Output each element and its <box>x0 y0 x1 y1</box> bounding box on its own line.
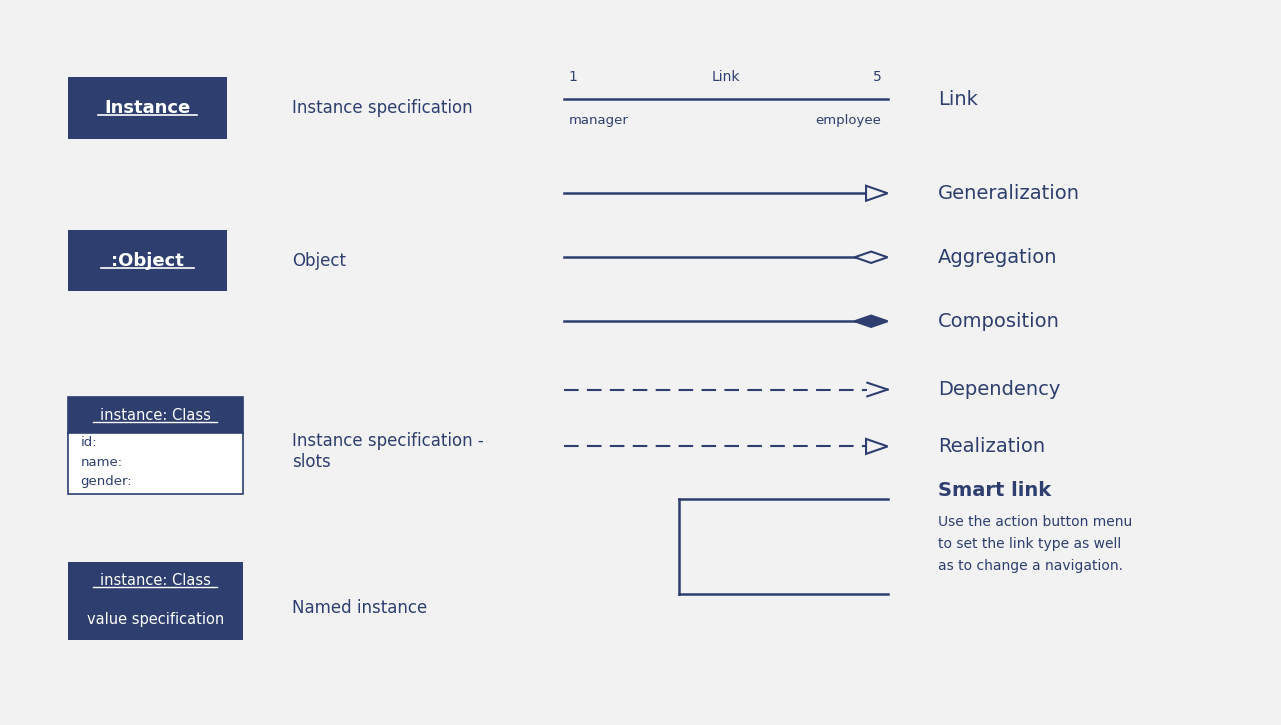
Text: 5: 5 <box>872 70 881 84</box>
FancyBboxPatch shape <box>68 562 242 599</box>
FancyBboxPatch shape <box>68 433 242 494</box>
Text: Generalization: Generalization <box>938 183 1080 203</box>
Text: Link: Link <box>938 90 979 109</box>
Text: Instance specification: Instance specification <box>292 99 473 117</box>
Text: :Object: :Object <box>111 252 184 270</box>
Polygon shape <box>854 252 888 263</box>
Text: Named instance: Named instance <box>292 599 428 617</box>
Polygon shape <box>866 186 888 201</box>
Text: instance: Class: instance: Class <box>100 407 210 423</box>
Text: Dependency: Dependency <box>938 380 1061 399</box>
Text: Aggregation: Aggregation <box>938 248 1058 267</box>
FancyBboxPatch shape <box>68 230 228 291</box>
FancyBboxPatch shape <box>68 599 242 640</box>
FancyBboxPatch shape <box>68 397 242 434</box>
FancyBboxPatch shape <box>68 77 228 138</box>
Text: instance: Class: instance: Class <box>100 573 210 587</box>
Text: gender:: gender: <box>81 476 132 489</box>
Text: Composition: Composition <box>938 312 1061 331</box>
Text: slots: slots <box>292 453 330 471</box>
Polygon shape <box>854 315 888 327</box>
Text: Instance specification -: Instance specification - <box>292 431 484 450</box>
Text: value specification: value specification <box>87 612 224 626</box>
Polygon shape <box>866 439 888 454</box>
Text: Smart link: Smart link <box>938 481 1052 500</box>
Text: 1: 1 <box>569 70 578 84</box>
Text: id:: id: <box>81 436 97 449</box>
Text: Object: Object <box>292 252 346 270</box>
Text: Realization: Realization <box>938 437 1045 456</box>
Text: Instance: Instance <box>105 99 191 117</box>
Text: manager: manager <box>569 114 628 127</box>
Text: name:: name: <box>81 455 123 468</box>
Text: Link: Link <box>711 70 739 84</box>
Text: employee: employee <box>816 114 881 127</box>
Text: Use the action button menu
to set the link type as well
as to change a navigatio: Use the action button menu to set the li… <box>938 515 1132 573</box>
